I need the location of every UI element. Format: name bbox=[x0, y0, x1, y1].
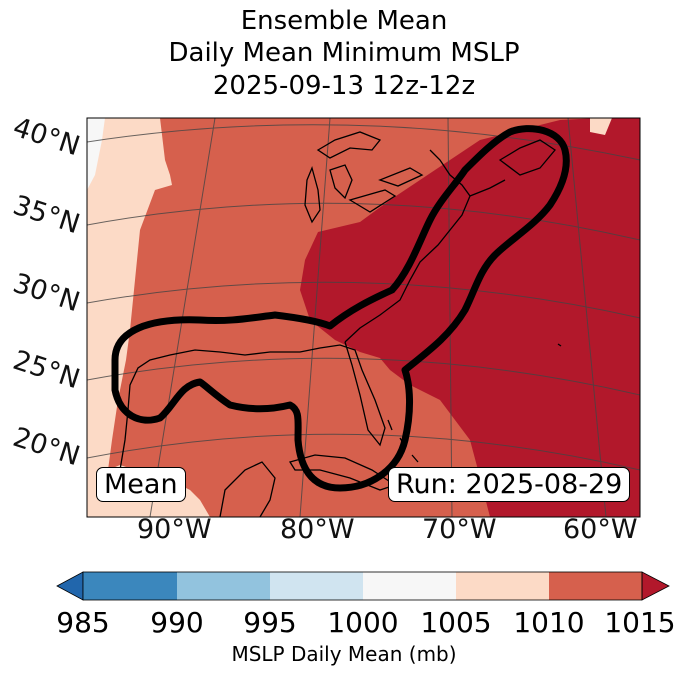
lon-label-80w: 80°W bbox=[280, 514, 355, 545]
colorbar-bin-1005-1010 bbox=[456, 572, 549, 600]
colorbar-tick-1000: 1000 bbox=[327, 606, 399, 639]
title-line-1: Ensemble Mean bbox=[240, 6, 448, 36]
map-frame bbox=[86, 117, 641, 518]
colorbar-bin-1010-1015 bbox=[549, 572, 642, 600]
title-line-3: 2025-09-13 12z-12z bbox=[212, 71, 476, 101]
lon-label-60w: 60°W bbox=[563, 514, 638, 545]
pressure-fill-patch bbox=[590, 118, 612, 135]
colorbar-label: MSLP Daily Mean (mb) bbox=[231, 642, 457, 666]
colorbar-bin-995-1000 bbox=[270, 572, 363, 600]
colorbar-bin-1000-1005 bbox=[363, 572, 456, 600]
mean-low-track-contour bbox=[111, 125, 570, 492]
pressure-fill-1000-1005 bbox=[87, 118, 105, 190]
colorbar-bin-990-995 bbox=[177, 572, 270, 600]
colorbar-tick-985: 985 bbox=[56, 606, 110, 639]
title-line-2: Daily Mean Minimum MSLP bbox=[168, 38, 520, 68]
colorbar-bin-985-990 bbox=[83, 572, 177, 600]
colorbar-tick-990: 990 bbox=[150, 606, 204, 639]
colorbar-over-triangle bbox=[641, 571, 670, 601]
lon-label-90w: 90°W bbox=[137, 514, 212, 545]
colorbar-tick-1015: 1015 bbox=[604, 606, 676, 639]
colorbar-under-triangle bbox=[56, 571, 84, 601]
lon-label-70w: 70°W bbox=[422, 514, 497, 545]
colorbar-tick-1005: 1005 bbox=[420, 606, 492, 639]
colorbar-tick-1010: 1010 bbox=[513, 606, 585, 639]
colorbar-tick-995: 995 bbox=[243, 606, 297, 639]
colorbar-frame bbox=[82, 571, 643, 601]
statistic-box: Mean bbox=[96, 467, 186, 502]
run-date-box: Run: 2025-08-29 bbox=[388, 467, 631, 502]
pressure-fill-1005-1010 bbox=[87, 118, 210, 517]
map-panel bbox=[87, 118, 640, 517]
colorbar bbox=[56, 571, 670, 601]
pressure-fill-1015-plus bbox=[300, 118, 640, 517]
